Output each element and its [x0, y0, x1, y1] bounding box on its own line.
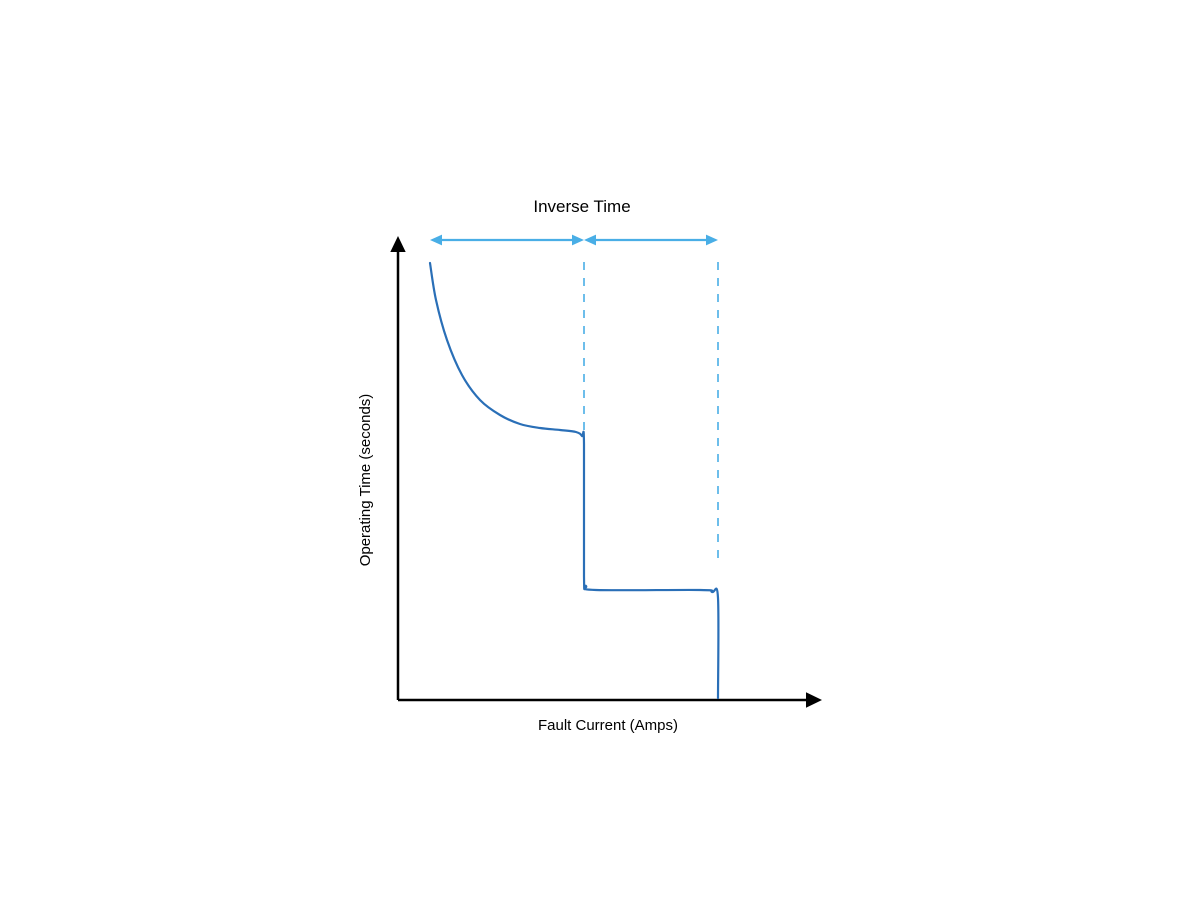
chart-stage: Inverse Time Fault Current (Amps) Operatin… [0, 0, 1200, 900]
inverse-time-chart: Inverse Time Fault Current (Amps) Operatin… [0, 0, 1200, 900]
chart-title: Inverse Time [533, 197, 630, 216]
x-axis-label: Fault Current (Amps) [538, 717, 678, 734]
y-axis-label: Operating Time (seconds) [357, 394, 374, 567]
